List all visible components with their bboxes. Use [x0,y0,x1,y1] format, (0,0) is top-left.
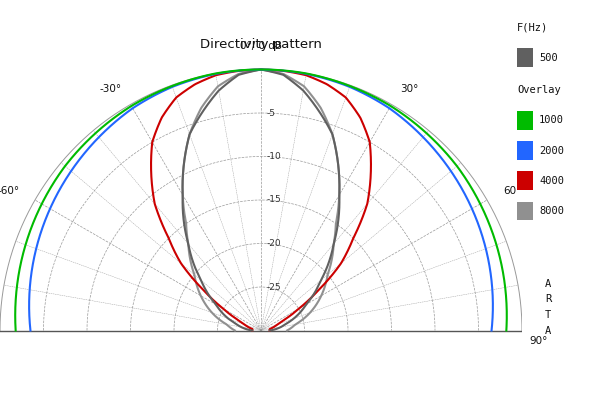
Text: -25: -25 [266,282,281,292]
Text: 8000: 8000 [539,206,564,216]
Text: 30°: 30° [401,84,419,94]
Bar [517,202,533,220]
Bar [517,141,533,160]
Bar [517,48,533,67]
Text: 4000: 4000 [539,176,564,186]
Text: Directivity pattern: Directivity pattern [200,38,322,51]
Text: -5: -5 [266,108,275,118]
Text: R: R [545,294,551,304]
Text: -20: -20 [266,239,281,248]
Text: Overlay: Overlay [517,85,561,95]
Text: 90°: 90° [530,336,548,346]
Text: F(Hz): F(Hz) [517,22,548,33]
Text: 500: 500 [539,53,558,63]
Text: -15: -15 [266,196,281,204]
Text: A: A [545,326,551,336]
Text: A: A [545,278,551,288]
Text: 2000: 2000 [539,146,564,156]
Text: 60°: 60° [503,186,521,196]
Bar [517,111,533,130]
Text: -60°: -60° [0,186,19,196]
Text: 1000: 1000 [539,115,564,125]
Text: 0°/ 0 dB: 0°/ 0 dB [240,41,282,51]
Text: T: T [545,310,551,320]
Text: -30°: -30° [99,84,121,94]
Bar [517,172,533,190]
Text: -10: -10 [266,152,281,161]
